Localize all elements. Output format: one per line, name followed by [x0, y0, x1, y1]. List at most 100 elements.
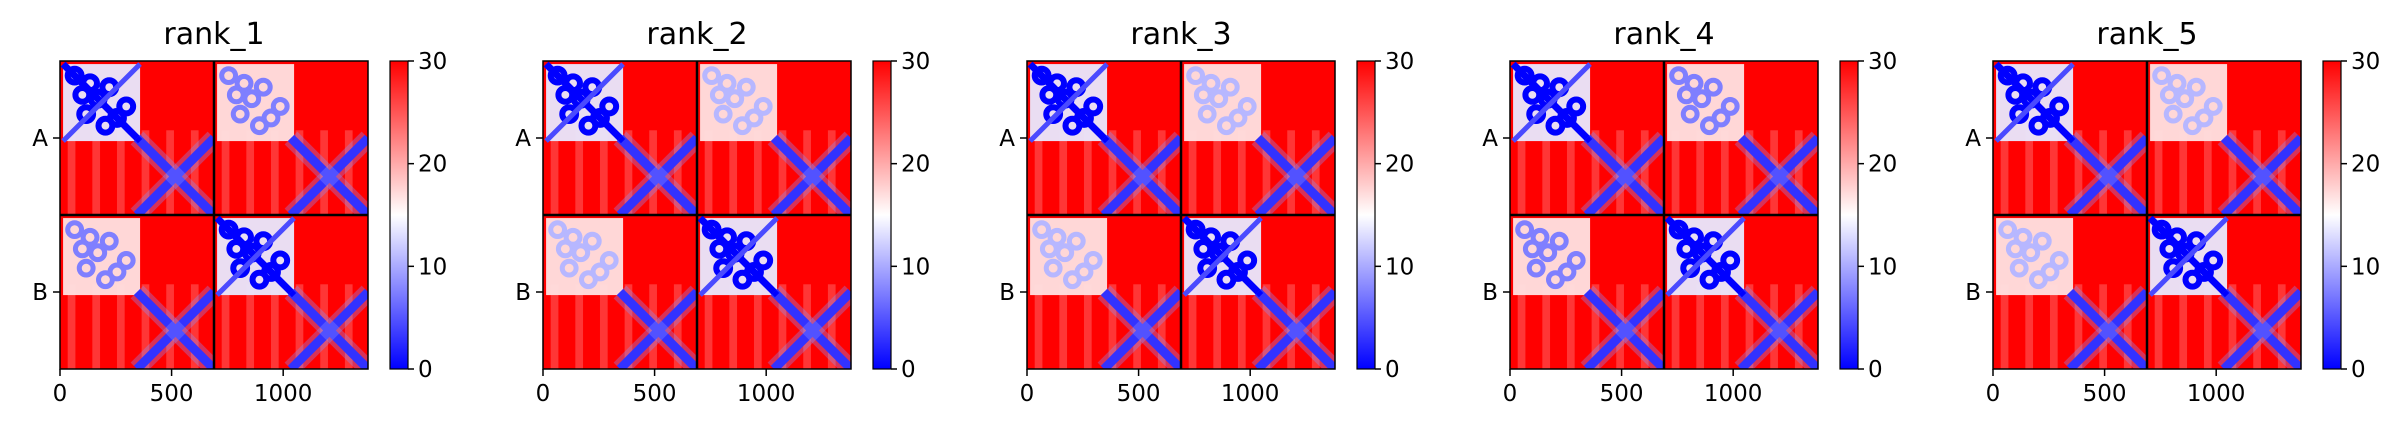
contact-blob — [76, 258, 96, 278]
heatmap-panel-3: rank_3 0 500 1000 A B 0 10 20 30 — [999, 17, 1414, 407]
contact-blob — [253, 77, 273, 97]
domain-2-diagonal-halo — [2063, 285, 2147, 369]
heatmap-texture-band — [575, 284, 584, 369]
x-tick-label: 1000 — [1704, 381, 1763, 407]
linker-diagonal — [1101, 135, 1110, 144]
colorbar: 0 10 20 30 — [389, 49, 447, 383]
contact-blob — [1692, 89, 1712, 109]
contact-blob — [219, 66, 239, 86]
contact-blob — [1063, 270, 1082, 290]
heatmap-texture-band — [1188, 284, 1197, 369]
domain-2-diagonal-halo — [1251, 285, 1335, 369]
contact-blob — [1703, 77, 1723, 97]
x-tick-label: 500 — [633, 381, 677, 407]
domain-2-antidiagonal — [616, 288, 697, 369]
contact-blob — [1514, 65, 1535, 86]
heatmap-texture-band — [1745, 284, 1754, 369]
contact-blob — [270, 97, 290, 116]
contact-blob — [736, 77, 756, 97]
contact-blob — [713, 104, 733, 124]
heatmap-texture-band — [344, 284, 353, 369]
contact-blob — [599, 251, 619, 270]
contact-blob — [702, 66, 722, 86]
heatmap-texture-band — [2000, 284, 2009, 369]
heatmap-texture-band — [1108, 284, 1117, 369]
domain-2-diagonal-halo — [613, 131, 697, 215]
contact-blob — [1043, 258, 1063, 278]
heatmap-texture-band — [729, 284, 738, 369]
heatmap-block — [1993, 61, 2147, 215]
colorbar: 0 10 20 30 — [1839, 49, 1897, 383]
heatmap-texture-band — [1188, 130, 1197, 215]
heatmap-block — [1664, 61, 1818, 215]
domain-2-antidiagonal-halo — [284, 285, 368, 369]
y-tick-label: B — [1482, 280, 1498, 306]
domain-2-diagonal-halo — [1097, 285, 1181, 369]
domain-2-antidiagonal-halo — [1251, 285, 1335, 369]
domain-2-antidiagonal-halo — [1097, 131, 1181, 215]
contact-blob — [732, 269, 753, 290]
heatmap-texture-band — [2277, 284, 2286, 369]
x-tick-label: 0 — [1986, 381, 2001, 407]
y-tick-label: A — [999, 126, 1015, 152]
colorbar-tick-label: 20 — [2351, 152, 2380, 178]
colorbar: 0 10 20 30 — [872, 49, 930, 383]
heatmap-texture-band — [1591, 130, 1600, 215]
contact-blob — [753, 97, 773, 116]
heatmap-texture-band — [1157, 130, 1166, 215]
domain-2-antidiagonal — [1583, 288, 1664, 369]
heatmap-texture-band — [1059, 130, 1068, 215]
x-tick-label: 1000 — [254, 381, 313, 407]
contact-blob — [249, 269, 270, 290]
contact-blob — [571, 243, 591, 263]
heatmap-texture-band — [116, 130, 125, 215]
domain-1-antidiagonal — [215, 216, 296, 297]
heatmap-block — [214, 215, 368, 369]
colorbar-gradient — [1356, 60, 1376, 370]
domain-2-antidiagonal-halo — [130, 131, 214, 215]
contact-blob — [1538, 243, 1558, 263]
colorbar-tick-label: 0 — [418, 357, 433, 383]
domain-2-antidiagonal — [770, 288, 851, 369]
colorbar-tick-label: 0 — [1385, 357, 1400, 383]
heatmap-texture-band — [1794, 130, 1803, 215]
domain-2-antidiagonal — [2066, 134, 2147, 215]
colorbar-tick-label: 20 — [1385, 152, 1414, 178]
colorbar-tick-label: 10 — [901, 254, 930, 280]
contact-blob — [578, 115, 599, 136]
heatmap-texture-band — [778, 284, 787, 369]
contact-blob — [1526, 258, 1546, 278]
heatmap-texture-band — [575, 130, 584, 215]
y-tick-label: A — [1482, 126, 1498, 152]
colorbar: 0 10 20 30 — [1356, 49, 1414, 383]
heatmap-texture-band — [624, 284, 633, 369]
colorbar-tick-label: 0 — [2351, 357, 2366, 383]
colorbar-gradient — [1839, 60, 1859, 370]
contact-blob — [1699, 269, 1720, 290]
domain-2-diagonal-halo — [767, 131, 851, 215]
heatmap-block — [60, 215, 214, 369]
heatmap-block — [2147, 215, 2301, 369]
heatmap-texture-band — [1696, 284, 1705, 369]
heatmap-texture-band — [1311, 284, 1320, 369]
heatmap-texture-band — [1591, 284, 1600, 369]
axes-frame — [1992, 60, 2302, 370]
heatmap-block — [697, 215, 851, 369]
domain-2-diagonal-halo — [1734, 131, 1818, 215]
contact-blob — [1197, 104, 1217, 124]
panel-title: rank_3 — [1130, 17, 1231, 52]
contact-blob — [2021, 243, 2041, 263]
heatmap-block — [1510, 215, 1664, 369]
contact-blob — [1237, 250, 1258, 271]
domain-2-antidiagonal — [133, 134, 214, 215]
heatmap-texture-band — [1034, 284, 1043, 369]
domain-2-antidiagonal — [2066, 288, 2147, 369]
heatmap-texture-band — [704, 284, 713, 369]
linker-diagonal — [288, 289, 297, 298]
domain-2-diagonal-halo — [1734, 285, 1818, 369]
contact-blob — [548, 220, 568, 240]
heatmap-texture-band — [753, 130, 762, 215]
contact-blob — [96, 270, 115, 290]
heatmap-panel-5: rank_5 0 500 1000 A B 0 10 20 30 — [1965, 17, 2380, 407]
contact-blob — [2029, 270, 2048, 290]
